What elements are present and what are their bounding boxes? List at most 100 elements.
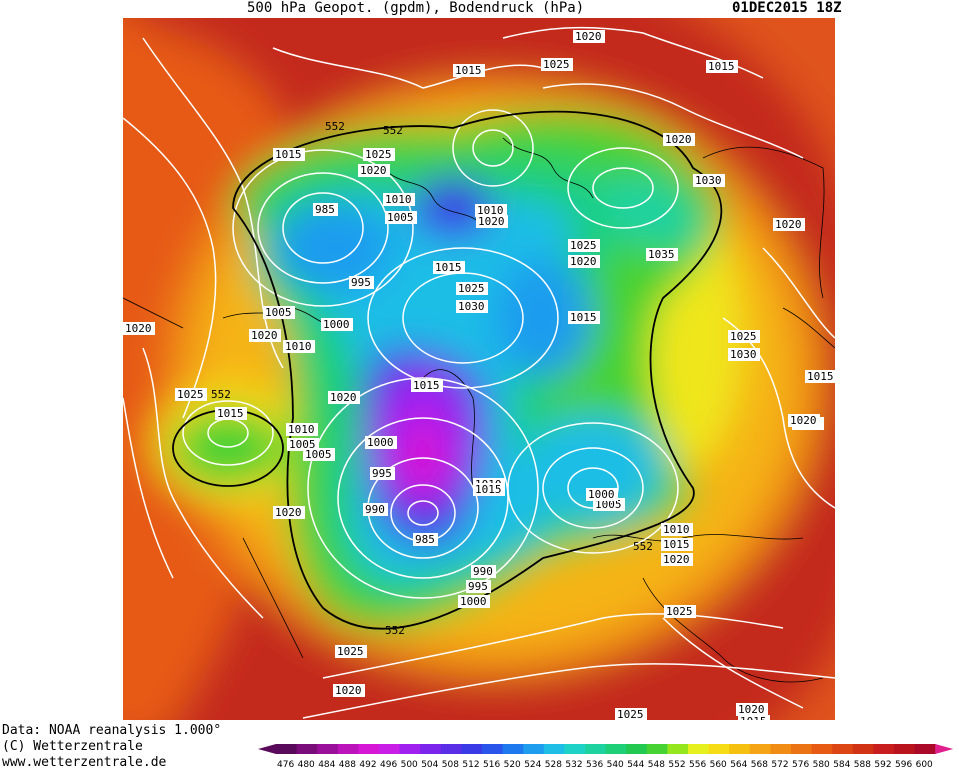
isobar-label: 1030 <box>728 348 760 361</box>
isobar-label: 1015 <box>273 148 305 161</box>
svg-text:1000: 1000 <box>323 318 350 331</box>
legend-swatch <box>482 744 504 754</box>
svg-text:1025: 1025 <box>458 282 485 295</box>
isobar-label: 1025 <box>456 282 488 295</box>
isobar-label: 1005 <box>593 498 625 511</box>
legend-swatch <box>605 744 627 754</box>
legend-arrow-high <box>935 744 954 754</box>
legend-swatch <box>440 744 462 754</box>
legend-swatch <box>358 744 380 754</box>
legend-label: 576 <box>792 760 809 770</box>
isobar-label: 1020 <box>736 703 768 716</box>
isobar-label: 1020 <box>123 322 155 335</box>
isobar-label: 1020 <box>661 553 693 566</box>
svg-text:1020: 1020 <box>335 684 362 697</box>
svg-text:1000: 1000 <box>588 488 615 501</box>
isobar-label: 1015 <box>738 715 770 720</box>
isobar-label: 1035 <box>646 248 678 261</box>
isobar-label: 995 <box>466 580 491 593</box>
legend-swatch <box>337 744 359 754</box>
svg-text:1015: 1015 <box>807 370 834 383</box>
svg-text:1015: 1015 <box>217 407 244 420</box>
svg-text:1020: 1020 <box>275 506 302 519</box>
credit-data-source: Data: NOAA reanalysis 1.000° <box>2 723 222 738</box>
svg-text:1025: 1025 <box>365 148 392 161</box>
isobar-label: 1020 <box>333 684 365 697</box>
legend-label: 500 <box>401 760 418 770</box>
svg-text:1010: 1010 <box>288 423 315 436</box>
svg-text:1010: 1010 <box>385 193 412 206</box>
isobar-label: 1005 <box>303 448 335 461</box>
isobars <box>123 26 835 719</box>
legend-colorbar: 476 480 484 488 492 496 500 504 508 512 516 520 524 5… <box>258 744 954 770</box>
svg-text:1015: 1015 <box>475 483 502 496</box>
contour-label: 552 <box>385 624 405 637</box>
isobar-label: 1025 <box>615 708 647 720</box>
legend-label: 548 <box>648 760 665 770</box>
isobar-label: 1025 <box>175 388 207 401</box>
legend-swatch <box>708 744 730 754</box>
legend-swatch <box>832 744 854 754</box>
contour-label: 552 <box>383 124 403 137</box>
legend-label: 580 <box>813 760 830 770</box>
svg-text:1025: 1025 <box>543 58 570 71</box>
isobar-label: 1025 <box>335 645 367 658</box>
svg-text:1020: 1020 <box>125 322 152 335</box>
svg-text:1015: 1015 <box>708 60 735 73</box>
legend-swatch <box>852 744 874 754</box>
isobar-label: 1015 <box>215 407 247 420</box>
legend-swatch <box>873 744 895 754</box>
svg-text:1025: 1025 <box>177 388 204 401</box>
legend-label: 588 <box>854 760 871 770</box>
svg-text:1015: 1015 <box>455 64 482 77</box>
legend-label: 572 <box>771 760 788 770</box>
svg-text:995: 995 <box>468 580 488 593</box>
isobar-label: 1015 <box>568 311 600 324</box>
legend-swatch <box>791 744 813 754</box>
legend-swatch <box>523 744 545 754</box>
legend-swatch <box>461 744 483 754</box>
isobar-label: 1020 <box>568 255 600 268</box>
svg-text:1005: 1005 <box>305 448 332 461</box>
isobar-label: 990 <box>363 503 388 516</box>
isobar-label: 1010 <box>383 193 415 206</box>
isobar-label: 1020 <box>328 391 360 404</box>
svg-text:1025: 1025 <box>337 645 364 658</box>
legend-label: 584 <box>833 760 850 770</box>
isobar-label: 1020 <box>249 329 281 342</box>
isobar-label: 985 <box>313 203 338 216</box>
legend-label: 504 <box>421 760 438 770</box>
legend-label: 600 <box>916 760 933 770</box>
svg-text:995: 995 <box>372 467 392 480</box>
legend-swatch <box>276 744 298 754</box>
svg-text:1010: 1010 <box>477 204 504 217</box>
svg-text:1020: 1020 <box>663 553 690 566</box>
svg-text:1035: 1035 <box>648 248 675 261</box>
legend-label: 528 <box>545 760 562 770</box>
svg-text:1020: 1020 <box>360 164 387 177</box>
svg-text:1020: 1020 <box>665 133 692 146</box>
isobar-label: 1010 <box>661 523 693 536</box>
svg-text:1015: 1015 <box>275 148 302 161</box>
contour-label: 552 <box>325 120 345 133</box>
svg-text:1030: 1030 <box>695 174 722 187</box>
isobar-label: 1030 <box>456 300 488 313</box>
legend-labels: 476 480 484 488 492 496 500 504 508 512 516 520 524 5… <box>277 760 933 770</box>
svg-text:1015: 1015 <box>663 538 690 551</box>
svg-text:990: 990 <box>473 565 493 578</box>
isobar-label: 1010 <box>475 204 507 217</box>
legend-label: 480 <box>298 760 315 770</box>
isobar-label: 1020 <box>476 215 508 228</box>
legend-swatch <box>894 744 916 754</box>
legend-swatch <box>667 744 689 754</box>
svg-text:995: 995 <box>351 276 371 289</box>
legend-label: 496 <box>380 760 397 770</box>
legend-label: 596 <box>895 760 912 770</box>
svg-text:1005: 1005 <box>387 211 414 224</box>
legend-swatch <box>543 744 565 754</box>
legend-label: 568 <box>751 760 768 770</box>
legend-swatch <box>502 744 524 754</box>
svg-text:1025: 1025 <box>570 239 597 252</box>
